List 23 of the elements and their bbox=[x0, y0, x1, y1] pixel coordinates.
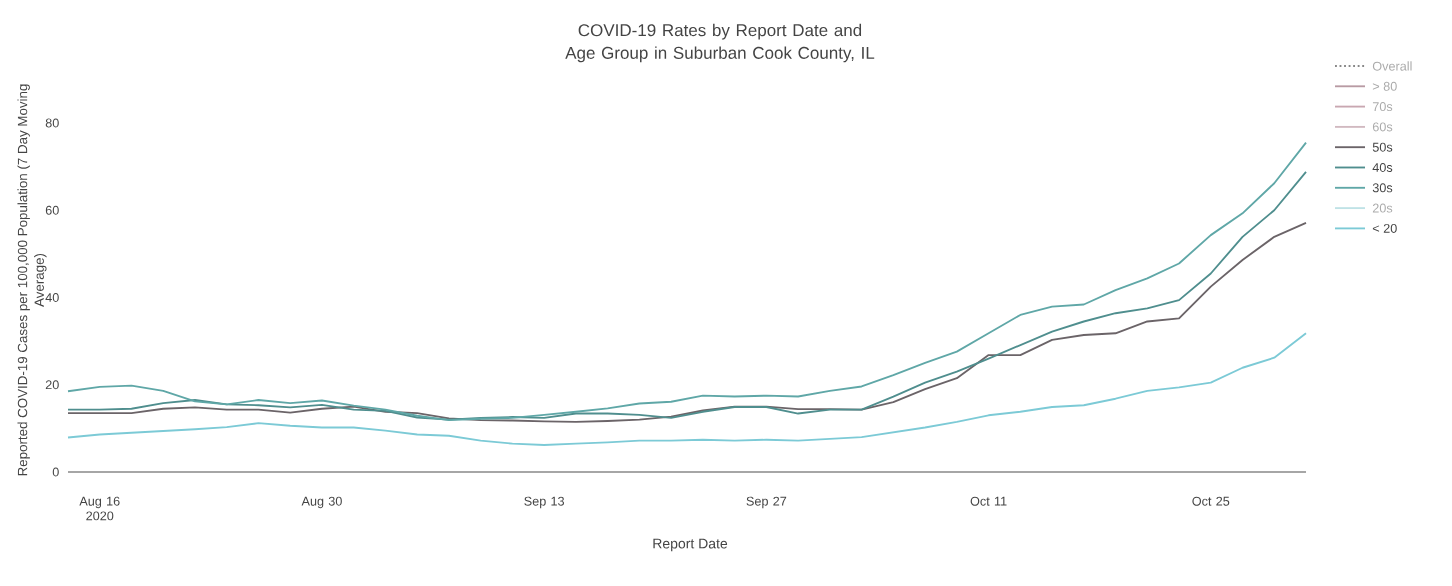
legend-label: 20s bbox=[1372, 203, 1393, 213]
legend-label: 40s bbox=[1372, 163, 1393, 172]
chart-title: COVID-19 Rates by Report Date and Age Group in Suburban Cook County, IL bbox=[565, 23, 875, 63]
legend-label: 50s bbox=[1372, 142, 1393, 152]
x-tick-label: Aug 30 bbox=[301, 496, 342, 509]
y-tick-label: 20 bbox=[45, 380, 59, 390]
legend-label: 70s bbox=[1372, 102, 1393, 112]
y-tick-label: 80 bbox=[45, 118, 59, 128]
y-tick-label: 0 bbox=[52, 467, 59, 477]
legend-label: > 80 bbox=[1372, 81, 1397, 91]
y-tick-label: 40 bbox=[45, 293, 59, 302]
x-axis-title: Report Date bbox=[653, 538, 728, 552]
legend-label: 60s bbox=[1372, 122, 1393, 132]
x-tick-label: Sep 13 bbox=[524, 496, 565, 509]
legend-label: < 20 bbox=[1372, 223, 1397, 233]
x-tick-label: Oct 11 bbox=[970, 496, 1007, 506]
x-tick-label: Sep 27 bbox=[746, 496, 787, 509]
y-tick-label: 60 bbox=[45, 205, 59, 215]
legend-label: Overall bbox=[1372, 61, 1412, 71]
x-tick-label: Aug 16 2020 bbox=[79, 496, 120, 521]
x-tick-label: Oct 25 bbox=[1192, 496, 1230, 506]
y-axis-title: Reported COVID-19 Cases per 100,000 Population (7 Day Moving Average) bbox=[17, 84, 47, 476]
legend-label: 30s bbox=[1372, 183, 1393, 193]
